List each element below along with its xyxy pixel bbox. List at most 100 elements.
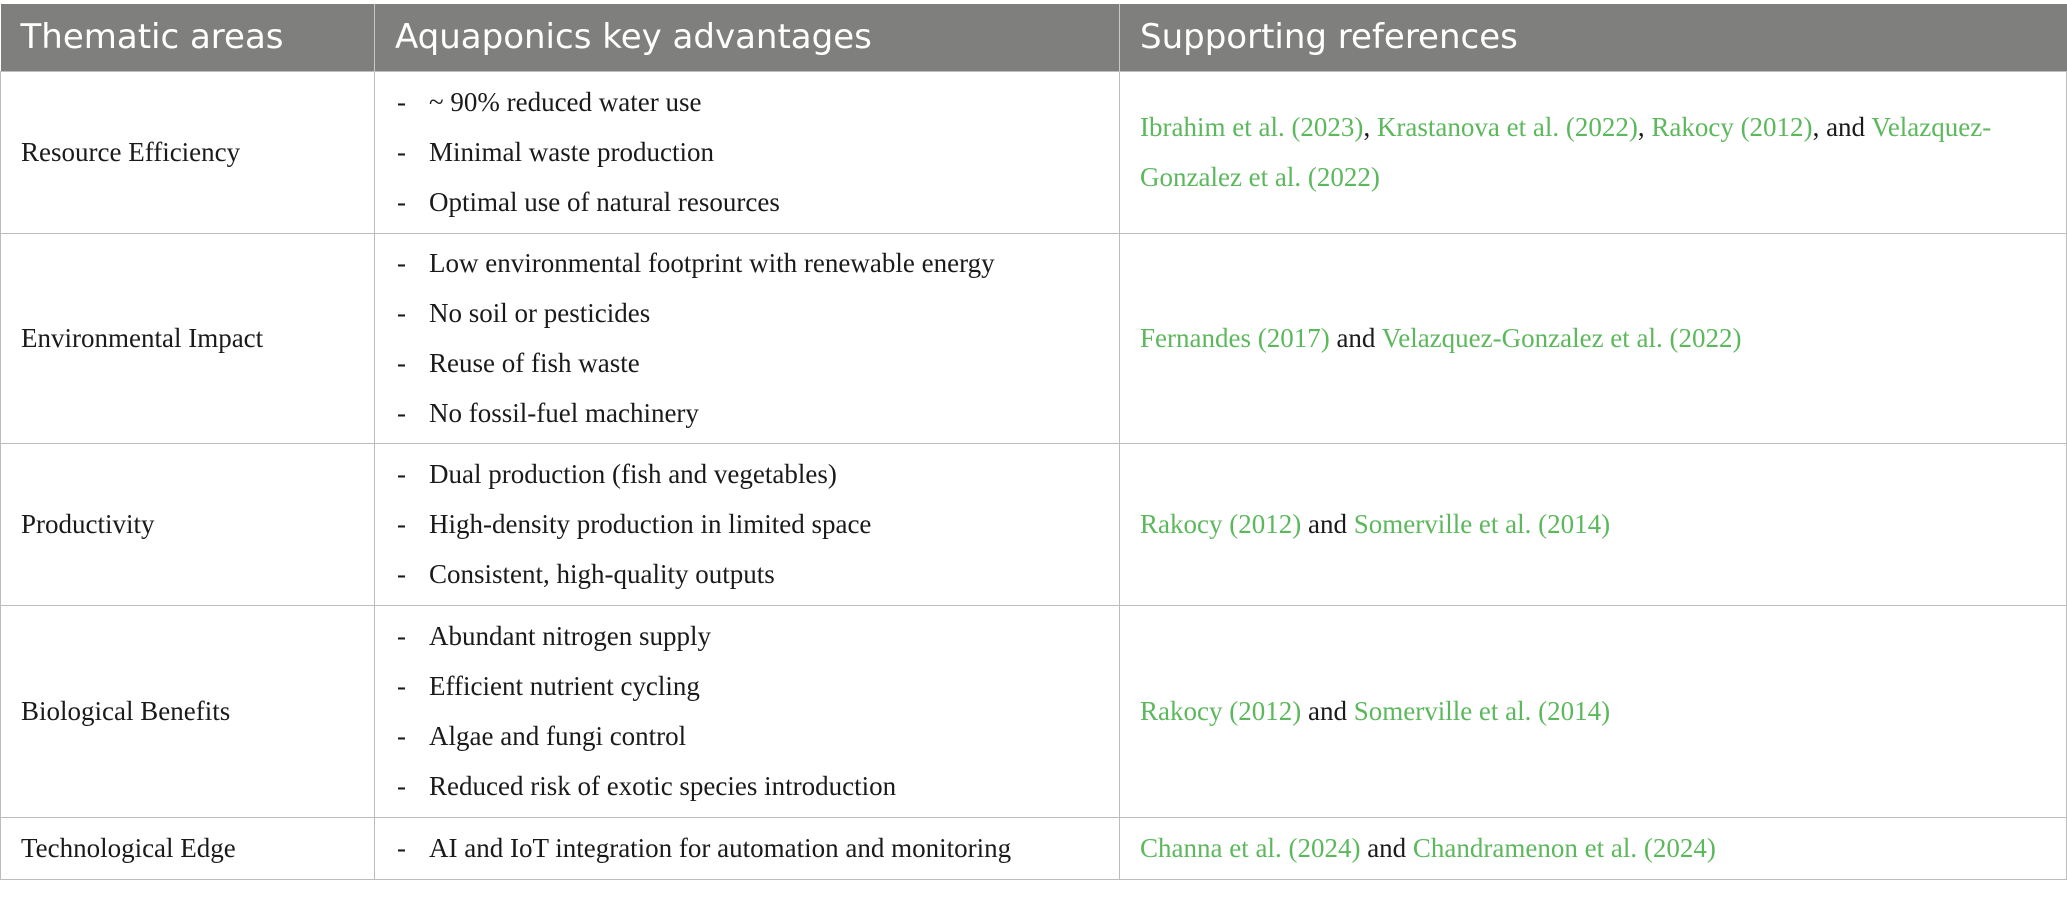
table-row: Technological Edge - AI and IoT integratio… bbox=[0, 816, 2067, 880]
references-cell: Rakocy (2012) and Somerville et al. (201… bbox=[1119, 442, 2067, 606]
reference-link[interactable]: Krastanova et al. (2022) bbox=[1376, 112, 1638, 142]
reference-separator: and bbox=[1301, 509, 1354, 539]
header-key-advantages: Aquaponics key advantages bbox=[374, 4, 1120, 71]
advantage-item: - ~ 90% reduced water use bbox=[395, 77, 1119, 127]
advantage-text: Reduced risk of exotic species introduct… bbox=[429, 771, 897, 801]
reference-separator: and bbox=[1301, 696, 1354, 726]
thematic-area-cell: Productivity bbox=[0, 442, 375, 606]
references-text: Fernandes (2017) and Velazquez-Gonzalez … bbox=[1140, 313, 2066, 363]
header-thematic-areas: Thematic areas bbox=[0, 4, 375, 71]
advantage-text: Consistent, high-quality outputs bbox=[429, 559, 775, 589]
references-text: Rakocy (2012) and Somerville et al. (201… bbox=[1140, 686, 2066, 736]
header-row: Thematic areas Aquaponics key advantages… bbox=[0, 4, 2067, 71]
advantage-item: - Reuse of fish waste bbox=[395, 338, 1119, 388]
reference-link[interactable]: Somerville et al. (2014) bbox=[1353, 696, 1611, 726]
thematic-area-cell: Resource Efficiency bbox=[0, 70, 375, 234]
table-row: Biological Benefits - Abundant nitrogen su… bbox=[0, 604, 2067, 818]
advantage-item: - No fossil-fuel machinery bbox=[395, 388, 1119, 438]
advantage-item: - Low environmental footprint with renewa… bbox=[395, 238, 1119, 288]
list-dash-marker: - bbox=[397, 671, 406, 701]
advantage-text: High-density production in limited space bbox=[429, 509, 872, 539]
advantage-text: Algae and fungi control bbox=[429, 721, 687, 751]
aquaponics-advantages-table: Thematic areas Aquaponics key advantages… bbox=[0, 4, 2067, 880]
advantages-list: - ~ 90% reduced water use - Minimal waste p… bbox=[395, 77, 1119, 227]
list-dash-marker: - bbox=[397, 87, 406, 117]
reference-separator: and bbox=[1360, 833, 1413, 863]
reference-separator: , bbox=[1363, 112, 1377, 142]
list-dash-marker: - bbox=[397, 298, 406, 328]
list-dash-marker: - bbox=[397, 348, 406, 378]
reference-link[interactable]: Fernandes (2017) bbox=[1140, 323, 1330, 353]
advantages-cell: - Low environmental footprint with renewa… bbox=[374, 232, 1120, 444]
advantage-text: Efficient nutrient cycling bbox=[429, 671, 700, 701]
advantages-list: - Dual production (fish and vegetables) - H… bbox=[395, 449, 1119, 599]
advantage-text: ~ 90% reduced water use bbox=[429, 87, 702, 117]
list-dash-marker: - bbox=[397, 771, 406, 801]
reference-link[interactable]: Somerville et al. (2014) bbox=[1353, 509, 1611, 539]
reference-link[interactable]: Rakocy (2012) bbox=[1140, 509, 1302, 539]
advantage-item: - Minimal waste production bbox=[395, 127, 1119, 177]
reference-link[interactable]: Velazquez-Gonzalez et al. (2022) bbox=[1140, 112, 1992, 192]
advantage-text: No fossil-fuel machinery bbox=[429, 398, 699, 428]
references-cell: Rakocy (2012) and Somerville et al. (201… bbox=[1119, 604, 2067, 818]
advantage-text: Minimal waste production bbox=[429, 137, 714, 167]
advantage-item: - High-density production in limited spac… bbox=[395, 499, 1119, 549]
thematic-area-cell: Technological Edge bbox=[0, 816, 375, 880]
advantages-cell: - ~ 90% reduced water use - Minimal waste p… bbox=[374, 70, 1120, 234]
table-row: Resource Efficiency - ~ 90% reduced water … bbox=[0, 70, 2067, 234]
reference-link[interactable]: Rakocy (2012) bbox=[1140, 696, 1302, 726]
advantages-list: - Abundant nitrogen supply - Efficient nutr… bbox=[395, 611, 1119, 811]
advantages-list: - AI and IoT integration for automation a… bbox=[395, 823, 1119, 873]
list-dash-marker: - bbox=[397, 187, 406, 217]
header-supporting-references: Supporting references bbox=[1119, 4, 2067, 71]
advantage-text: Reuse of fish waste bbox=[429, 348, 640, 378]
reference-separator: and bbox=[1329, 323, 1382, 353]
reference-separator: , bbox=[1637, 112, 1652, 142]
advantage-item: - No soil or pesticides bbox=[395, 288, 1119, 338]
table-row: Productivity - Dual production (fish and v… bbox=[0, 442, 2067, 606]
advantage-item: - AI and IoT integration for automation a… bbox=[395, 823, 1119, 873]
list-dash-marker: - bbox=[397, 398, 406, 428]
reference-link[interactable]: Rakocy (2012) bbox=[1651, 112, 1813, 142]
reference-link[interactable]: Ibrahim et al. (2023) bbox=[1140, 112, 1364, 142]
advantage-text: AI and IoT integration for automation an… bbox=[429, 833, 1012, 863]
advantages-cell: - AI and IoT integration for automation a… bbox=[374, 816, 1120, 880]
advantage-item: - Reduced risk of exotic species introduc… bbox=[395, 761, 1119, 811]
advantage-item: - Abundant nitrogen supply bbox=[395, 611, 1119, 661]
list-dash-marker: - bbox=[397, 833, 406, 863]
table-row: Environmental Impact - Low environmental f… bbox=[0, 232, 2067, 444]
table-container: Thematic areas Aquaponics key advantages… bbox=[0, 4, 2067, 880]
advantage-text: No soil or pesticides bbox=[429, 298, 651, 328]
advantage-item: - Dual production (fish and vegetables) bbox=[395, 449, 1119, 499]
references-cell: Ibrahim et al. (2023), Krastanova et al.… bbox=[1119, 70, 2067, 234]
thematic-area-cell: Environmental Impact bbox=[0, 232, 375, 444]
advantages-list: - Low environmental footprint with renewa… bbox=[395, 238, 1119, 438]
references-cell: Fernandes (2017) and Velazquez-Gonzalez … bbox=[1119, 232, 2067, 444]
list-dash-marker: - bbox=[397, 459, 406, 489]
list-dash-marker: - bbox=[397, 248, 406, 278]
references-text: Rakocy (2012) and Somerville et al. (201… bbox=[1140, 499, 2066, 549]
thematic-area-cell: Biological Benefits bbox=[0, 604, 375, 818]
list-dash-marker: - bbox=[397, 721, 406, 751]
references-cell: Channa et al. (2024) and Chandramenon et… bbox=[1119, 816, 2067, 880]
advantage-item: - Algae and fungi control bbox=[395, 711, 1119, 761]
reference-link[interactable]: Channa et al. (2024) bbox=[1140, 833, 1361, 863]
advantages-cell: - Abundant nitrogen supply - Efficient nutr… bbox=[374, 604, 1120, 818]
references-text: Ibrahim et al. (2023), Krastanova et al.… bbox=[1140, 102, 2066, 202]
advantage-item: - Optimal use of natural resources bbox=[395, 177, 1119, 227]
list-dash-marker: - bbox=[397, 559, 406, 589]
reference-link[interactable]: Chandramenon et al. (2024) bbox=[1412, 833, 1716, 863]
list-dash-marker: - bbox=[397, 137, 406, 167]
advantage-text: Dual production (fish and vegetables) bbox=[429, 459, 837, 489]
advantage-item: - Consistent, high-quality outputs bbox=[395, 549, 1119, 599]
list-dash-marker: - bbox=[397, 509, 406, 539]
advantages-cell: - Dual production (fish and vegetables) - H… bbox=[374, 442, 1120, 606]
reference-separator: , and bbox=[1812, 112, 1872, 142]
advantage-item: - Efficient nutrient cycling bbox=[395, 661, 1119, 711]
advantage-text: Optimal use of natural resources bbox=[429, 187, 780, 217]
references-text: Channa et al. (2024) and Chandramenon et… bbox=[1140, 823, 2066, 873]
list-dash-marker: - bbox=[397, 621, 406, 651]
advantage-text: Low environmental footprint with renewab… bbox=[429, 248, 995, 278]
advantage-text: Abundant nitrogen supply bbox=[429, 621, 711, 651]
reference-link[interactable]: Velazquez-Gonzalez et al. (2022) bbox=[1381, 323, 1742, 353]
